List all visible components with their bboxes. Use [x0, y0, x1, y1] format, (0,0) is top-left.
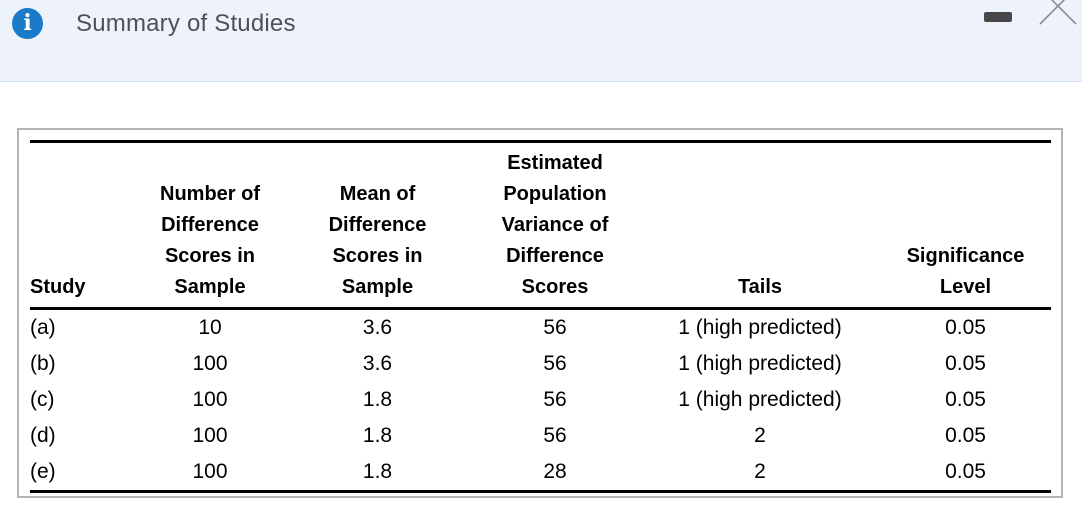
cell-tails: 2 [754, 460, 766, 483]
table-body: (a) 10 3.6 56 1 (high predicted) 0.05 (b… [30, 309, 1051, 492]
column-header-significance-level: Significance Level [880, 141, 1051, 310]
table-header: Study Number of Difference Scores in Sam… [30, 141, 1051, 310]
cell-tails: 1 (high predicted) [678, 352, 842, 375]
cell-study: (c) [30, 388, 55, 411]
cell-sig: 0.05 [945, 424, 986, 447]
info-icon: i [12, 8, 43, 39]
table-row: (b) 100 3.6 56 1 (high predicted) 0.05 [30, 346, 1051, 382]
column-header-study: Study [30, 141, 135, 310]
cell-sig: 0.05 [945, 460, 986, 483]
cell-sig: 0.05 [945, 388, 986, 411]
cell-n: 100 [192, 352, 228, 375]
cell-variance: 56 [543, 316, 567, 339]
table-row: (d) 100 1.8 56 2 0.05 [30, 418, 1051, 454]
cell-n: 100 [192, 388, 228, 411]
column-header-mean-of-difference-scores: Mean of Difference Scores in Sample [285, 141, 470, 310]
table-row: (e) 100 1.8 28 2 0.05 [30, 454, 1051, 492]
column-header-tails: Tails [640, 141, 880, 310]
column-header-estimated-population-variance: Estimated Population Variance of Differe… [470, 141, 640, 310]
minimize-button[interactable] [984, 12, 1012, 22]
cell-study: (d) [30, 424, 56, 447]
cell-study: (b) [30, 352, 56, 375]
close-icon[interactable] [1034, 0, 1082, 28]
cell-variance: 56 [543, 352, 567, 375]
cell-sig: 0.05 [945, 352, 986, 375]
table-row: (a) 10 3.6 56 1 (high predicted) 0.05 [30, 309, 1051, 347]
cell-n: 100 [192, 460, 228, 483]
cell-study: (a) [30, 316, 56, 339]
cell-mean: 1.8 [362, 460, 393, 483]
header-row: Study Number of Difference Scores in Sam… [30, 141, 1051, 310]
cell-variance: 56 [543, 424, 567, 447]
cell-mean: 3.6 [362, 316, 393, 339]
cell-mean: 1.8 [362, 424, 393, 447]
cell-study: (e) [30, 460, 56, 483]
cell-mean: 3.6 [362, 352, 393, 375]
cell-sig: 0.05 [945, 316, 986, 339]
summary-table-panel: Study Number of Difference Scores in Sam… [17, 128, 1063, 498]
cell-tails: 1 (high predicted) [678, 316, 842, 339]
cell-variance: 28 [543, 460, 567, 483]
cell-variance: 56 [543, 388, 567, 411]
cell-mean: 1.8 [362, 388, 393, 411]
table-row: (c) 100 1.8 56 1 (high predicted) 0.05 [30, 382, 1051, 418]
cell-n: 100 [192, 424, 228, 447]
window-title: Summary of Studies [76, 10, 296, 37]
cell-n: 10 [198, 316, 222, 339]
studies-table: Study Number of Difference Scores in Sam… [30, 140, 1051, 493]
cell-tails: 2 [754, 424, 766, 447]
cell-tails: 1 (high predicted) [678, 388, 842, 411]
title-bar: i Summary of Studies [0, 0, 1082, 82]
column-header-number-of-difference-scores: Number of Difference Scores in Sample [135, 141, 285, 310]
